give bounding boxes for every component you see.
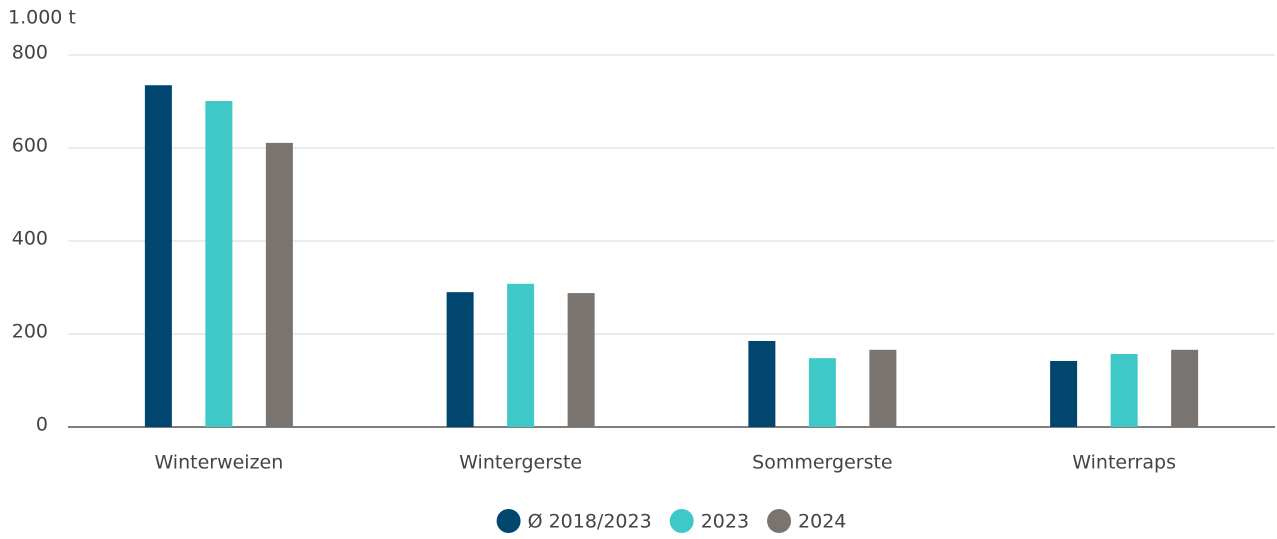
legend-label: Ø 2018/2023 (528, 511, 652, 533)
y-tick-label: 0 (36, 414, 48, 436)
bar (567, 293, 595, 427)
bar (507, 283, 535, 427)
bar (1050, 360, 1078, 427)
legend-marker (496, 509, 521, 533)
bar (748, 340, 776, 427)
bar (446, 292, 474, 427)
bar (144, 85, 172, 427)
y-tick-label: 200 (12, 321, 48, 343)
bar (265, 142, 293, 427)
x-tick-label: Winterweizen (154, 452, 283, 474)
legend-marker (669, 509, 694, 533)
y-axis-label: 1.000 t (8, 7, 76, 29)
bar (1171, 349, 1199, 427)
y-tick-label: 800 (12, 42, 48, 64)
bar (205, 101, 233, 427)
x-tick-label: Wintergerste (459, 452, 582, 474)
bar (1110, 353, 1138, 427)
legend-marker (767, 509, 792, 533)
bar (808, 358, 836, 427)
legend-label: 2023 (701, 511, 749, 533)
x-tick-label: Sommergerste (752, 452, 892, 474)
bar (869, 349, 897, 427)
y-tick-label: 600 (12, 135, 48, 157)
x-tick-label: Winterraps (1072, 452, 1176, 474)
y-tick-label: 400 (12, 228, 48, 250)
legend-label: 2024 (798, 511, 846, 533)
